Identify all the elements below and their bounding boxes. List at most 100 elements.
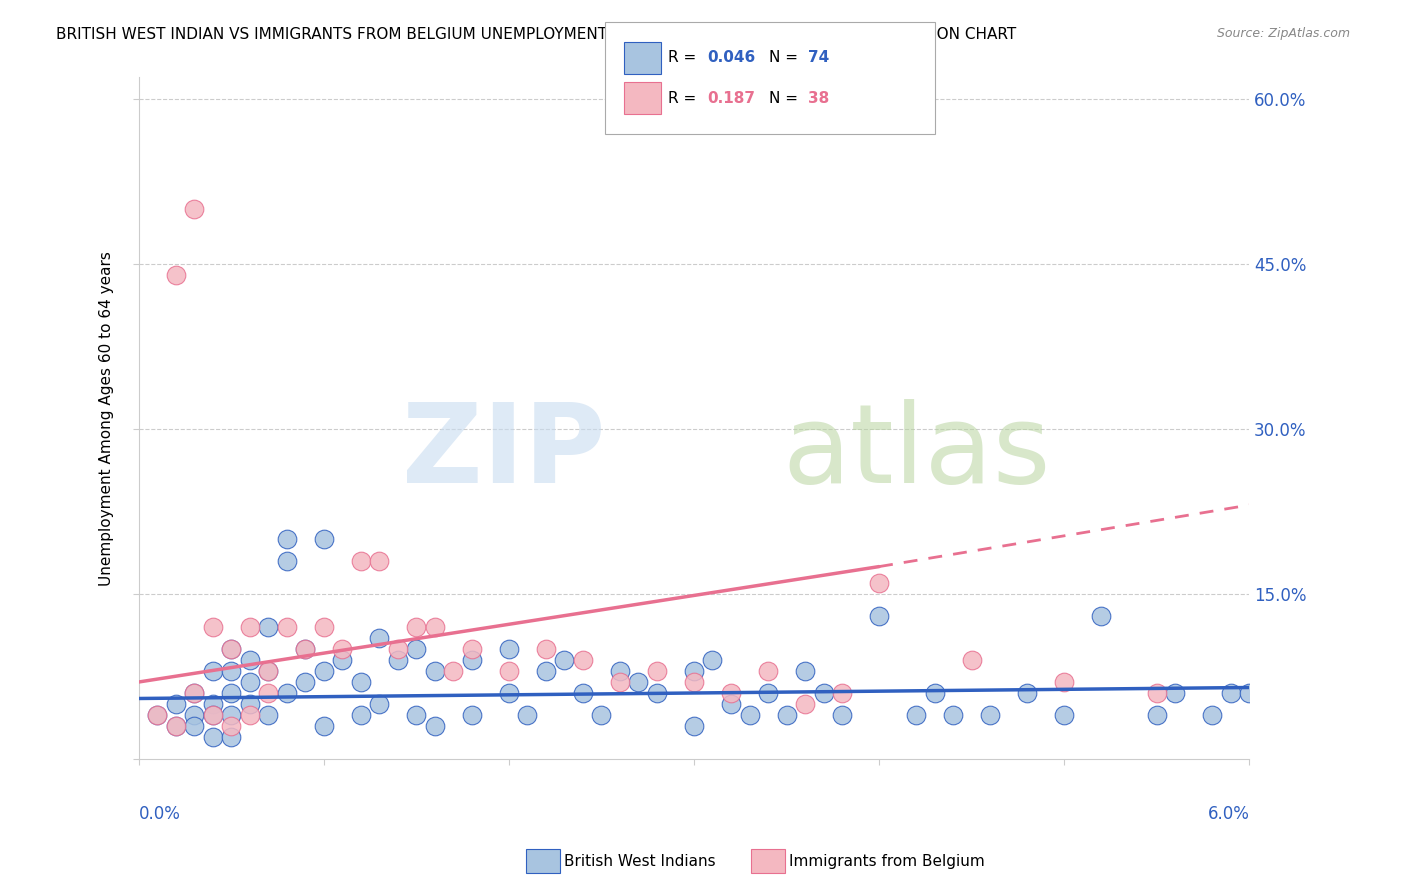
Point: [219, 664, 242, 678]
Point: [368, 697, 391, 711]
Point: [1017, 686, 1039, 700]
Point: [831, 708, 853, 723]
Point: [350, 554, 373, 568]
Point: [201, 620, 224, 634]
Point: [609, 675, 631, 690]
Point: [794, 664, 817, 678]
Point: [276, 620, 298, 634]
Point: [645, 664, 668, 678]
Point: [534, 642, 557, 657]
Point: [183, 708, 205, 723]
Point: [572, 686, 595, 700]
Point: [405, 708, 427, 723]
Point: [1146, 686, 1168, 700]
Point: [738, 708, 761, 723]
Point: [461, 708, 484, 723]
Point: [330, 653, 353, 667]
Point: [350, 708, 373, 723]
Point: [276, 686, 298, 700]
Point: [146, 708, 169, 723]
Point: [591, 708, 613, 723]
Point: [183, 686, 205, 700]
Point: [312, 532, 335, 546]
Text: 0.187: 0.187: [707, 91, 755, 105]
Point: [498, 686, 520, 700]
Point: [498, 642, 520, 657]
Point: [350, 675, 373, 690]
Point: [498, 664, 520, 678]
Point: [942, 708, 965, 723]
Point: [924, 686, 946, 700]
Point: [461, 653, 484, 667]
Point: [627, 675, 650, 690]
Point: [868, 576, 890, 591]
Point: [239, 708, 262, 723]
Point: [183, 202, 205, 217]
Point: [553, 653, 575, 667]
Point: [683, 664, 706, 678]
Point: [756, 686, 779, 700]
Point: [775, 708, 797, 723]
Point: [219, 642, 242, 657]
Point: [423, 664, 446, 678]
Point: [201, 708, 224, 723]
Point: [239, 675, 262, 690]
Point: [201, 697, 224, 711]
Point: [257, 664, 280, 678]
Point: [239, 697, 262, 711]
Text: British West Indians: British West Indians: [564, 855, 716, 869]
Point: [257, 686, 280, 700]
Point: [1053, 675, 1076, 690]
Point: [1201, 708, 1223, 723]
Text: N =: N =: [769, 50, 803, 64]
Point: [219, 719, 242, 733]
Text: ZIP: ZIP: [402, 399, 605, 506]
Point: [239, 620, 262, 634]
Point: [183, 719, 205, 733]
Point: [813, 686, 835, 700]
Point: [257, 708, 280, 723]
Point: [219, 708, 242, 723]
Point: [165, 268, 187, 283]
Point: [201, 730, 224, 744]
Point: [387, 653, 409, 667]
Point: [294, 675, 316, 690]
Point: [405, 642, 427, 657]
Point: [461, 642, 484, 657]
Text: Immigrants from Belgium: Immigrants from Belgium: [789, 855, 984, 869]
Point: [645, 686, 668, 700]
Point: [201, 664, 224, 678]
Text: 6.0%: 6.0%: [1208, 805, 1250, 823]
Text: 74: 74: [808, 50, 830, 64]
Text: Source: ZipAtlas.com: Source: ZipAtlas.com: [1216, 27, 1350, 40]
Point: [219, 686, 242, 700]
Point: [683, 675, 706, 690]
Point: [1053, 708, 1076, 723]
Point: [294, 642, 316, 657]
Text: R =: R =: [668, 50, 702, 64]
Point: [368, 631, 391, 645]
Point: [312, 719, 335, 733]
Point: [294, 642, 316, 657]
Point: [257, 664, 280, 678]
Point: [368, 554, 391, 568]
Point: [534, 664, 557, 678]
Point: [165, 719, 187, 733]
Point: [831, 686, 853, 700]
Point: [219, 642, 242, 657]
Text: R =: R =: [668, 91, 702, 105]
Point: [868, 609, 890, 624]
Point: [516, 708, 538, 723]
Point: [165, 697, 187, 711]
Point: [905, 708, 928, 723]
Y-axis label: Unemployment Among Ages 60 to 64 years: Unemployment Among Ages 60 to 64 years: [100, 251, 114, 586]
Point: [239, 653, 262, 667]
Point: [756, 664, 779, 678]
Point: [979, 708, 1001, 723]
Point: [1090, 609, 1112, 624]
Point: [441, 664, 464, 678]
Point: [960, 653, 983, 667]
Point: [720, 686, 742, 700]
Text: atlas: atlas: [783, 399, 1052, 506]
Point: [405, 620, 427, 634]
